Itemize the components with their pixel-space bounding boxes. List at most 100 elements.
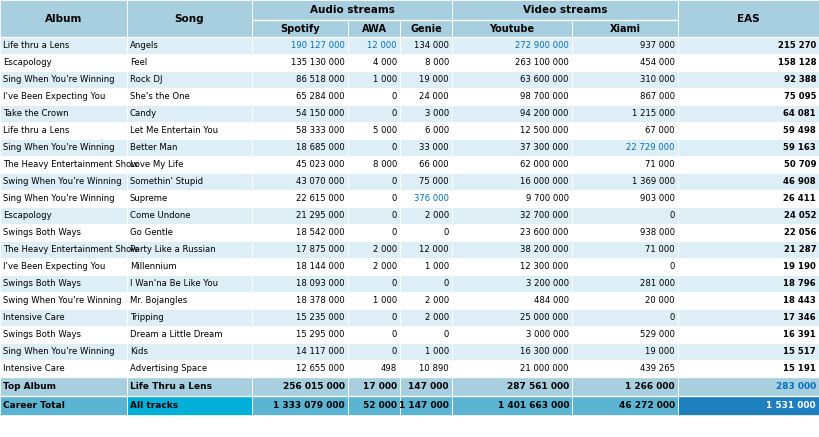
Bar — [348, 139, 400, 156]
Text: 281 000: 281 000 — [640, 279, 675, 288]
Text: Sing When You're Winning: Sing When You're Winning — [3, 75, 115, 84]
Text: Swing When You're Winning: Swing When You're Winning — [3, 177, 122, 186]
Bar — [452, 54, 572, 71]
Bar — [348, 326, 400, 343]
Bar — [452, 37, 572, 54]
Bar — [348, 258, 400, 275]
Text: 2 000: 2 000 — [373, 262, 397, 271]
Bar — [348, 54, 400, 71]
Bar — [678, 54, 819, 71]
Bar — [572, 275, 678, 292]
Text: 18 796: 18 796 — [784, 279, 816, 288]
Text: Top Album: Top Album — [3, 382, 56, 391]
Text: 22 056: 22 056 — [784, 228, 816, 237]
Bar — [0, 0, 127, 37]
Bar — [400, 37, 452, 54]
Bar — [127, 88, 252, 105]
Bar — [252, 37, 348, 54]
Text: 18 542 000: 18 542 000 — [296, 228, 345, 237]
Bar — [400, 360, 452, 377]
Bar — [400, 139, 452, 156]
Bar — [0, 207, 127, 224]
Text: 10 890: 10 890 — [419, 364, 449, 373]
Text: 54 150 000: 54 150 000 — [296, 109, 345, 118]
Text: 135 130 000: 135 130 000 — [291, 58, 345, 67]
Bar — [0, 88, 127, 105]
Text: 37 300 000: 37 300 000 — [521, 143, 569, 152]
Bar — [127, 173, 252, 190]
Text: 21 295 000: 21 295 000 — [296, 211, 345, 220]
Bar — [400, 190, 452, 207]
Text: 71 000: 71 000 — [645, 245, 675, 254]
Bar — [252, 326, 348, 343]
Bar — [400, 292, 452, 309]
Text: 59 498: 59 498 — [783, 126, 816, 135]
Bar — [127, 292, 252, 309]
Text: 0: 0 — [670, 262, 675, 271]
Bar — [348, 156, 400, 173]
Text: 18 685 000: 18 685 000 — [296, 143, 345, 152]
Text: 283 000: 283 000 — [776, 382, 816, 391]
Text: 158 128: 158 128 — [777, 58, 816, 67]
Text: Swing When You're Winning: Swing When You're Winning — [3, 296, 122, 305]
Text: Album: Album — [45, 14, 82, 24]
Bar — [127, 139, 252, 156]
Text: 63 600 000: 63 600 000 — [521, 75, 569, 84]
Text: The Heavy Entertainment Show: The Heavy Entertainment Show — [3, 245, 138, 254]
Text: 12 300 000: 12 300 000 — [521, 262, 569, 271]
Text: Life thru a Lens: Life thru a Lens — [3, 126, 70, 135]
Bar — [0, 122, 127, 139]
Bar — [127, 309, 252, 326]
Bar — [127, 396, 252, 415]
Bar — [452, 343, 572, 360]
Bar — [572, 88, 678, 105]
Text: Take the Crown: Take the Crown — [3, 109, 69, 118]
Text: 92 388: 92 388 — [784, 75, 816, 84]
Bar — [348, 37, 400, 54]
Text: 1 266 000: 1 266 000 — [626, 382, 675, 391]
Bar — [572, 37, 678, 54]
Text: Feel: Feel — [130, 58, 147, 67]
Bar — [127, 122, 252, 139]
Text: 43 070 000: 43 070 000 — [296, 177, 345, 186]
Text: Supreme: Supreme — [130, 194, 168, 203]
Bar — [127, 360, 252, 377]
Text: 24 000: 24 000 — [419, 92, 449, 101]
Text: 94 200 000: 94 200 000 — [521, 109, 569, 118]
Bar — [127, 377, 252, 396]
Text: 134 000: 134 000 — [414, 41, 449, 50]
Bar — [0, 173, 127, 190]
Bar — [400, 71, 452, 88]
Bar — [127, 343, 252, 360]
Text: 484 000: 484 000 — [534, 296, 569, 305]
Bar — [348, 377, 400, 396]
Bar — [572, 71, 678, 88]
Text: 16 300 000: 16 300 000 — [521, 347, 569, 356]
Text: 21 000 000: 21 000 000 — [521, 364, 569, 373]
Bar — [0, 258, 127, 275]
Bar — [252, 88, 348, 105]
Bar — [452, 224, 572, 241]
Bar — [572, 360, 678, 377]
Text: Swings Both Ways: Swings Both Ways — [3, 228, 81, 237]
Text: Rock DJ: Rock DJ — [130, 75, 162, 84]
Bar — [400, 258, 452, 275]
Bar — [572, 326, 678, 343]
Text: 8 000: 8 000 — [373, 160, 397, 169]
Text: 0: 0 — [670, 211, 675, 220]
Text: 15 235 000: 15 235 000 — [296, 313, 345, 322]
Text: Candy: Candy — [130, 109, 157, 118]
Bar — [572, 139, 678, 156]
Bar — [348, 292, 400, 309]
Bar — [572, 156, 678, 173]
Bar — [252, 292, 348, 309]
Text: 17 346: 17 346 — [784, 313, 816, 322]
Text: Intensive Care: Intensive Care — [3, 313, 65, 322]
Bar — [452, 258, 572, 275]
Text: Advertising Space: Advertising Space — [130, 364, 207, 373]
Text: 0: 0 — [391, 211, 397, 220]
Text: Video streams: Video streams — [523, 5, 607, 15]
Text: 376 000: 376 000 — [414, 194, 449, 203]
Text: Life Thru a Lens: Life Thru a Lens — [130, 382, 212, 391]
Bar — [572, 241, 678, 258]
